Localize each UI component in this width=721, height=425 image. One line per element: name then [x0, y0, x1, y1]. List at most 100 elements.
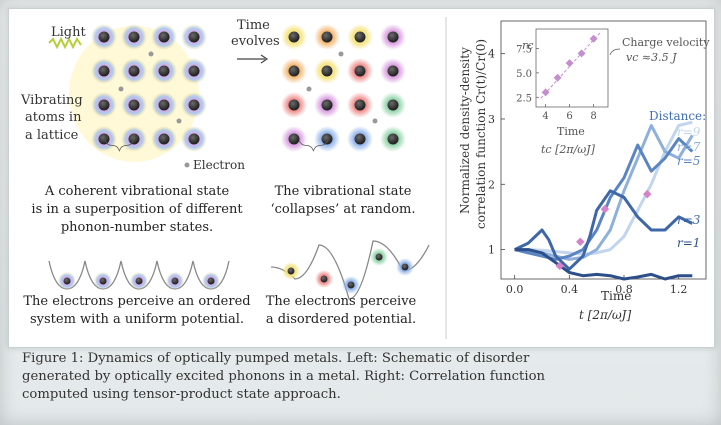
atom-core	[321, 133, 333, 145]
vibrating-label-3: a lattice	[25, 128, 79, 143]
figure-caption: Figure 1: Dynamics of optically pumped m…	[22, 350, 702, 404]
inset-chart: rc Time tc [2π/ωJ] Charge velocity vc ≈3…	[516, 28, 710, 156]
brace-right	[298, 139, 329, 152]
electron-core	[320, 275, 328, 283]
x-tick-label: 0.4	[561, 283, 579, 296]
caption-line-3: computed using tensor-product state appr…	[22, 387, 341, 402]
coherent-text-2: is in a superposition of different	[31, 202, 243, 217]
figure-panel: Light Vibrating atoms in a lattice Elect…	[8, 8, 715, 348]
y-tick-label: 3	[488, 113, 495, 126]
legend-label-r5: r=5	[677, 154, 700, 168]
atom-collapsed	[281, 126, 307, 152]
evolves-label: evolves	[231, 34, 280, 49]
inset-annotation-2: vc ≈3.5 J	[626, 51, 677, 64]
legend-label-r7: r=7	[677, 140, 701, 154]
atom-core	[98, 99, 110, 111]
x-tick-label: 0.0	[506, 283, 524, 296]
atom-coherent	[151, 58, 177, 84]
atom-coherent	[151, 126, 177, 152]
inset-frame	[535, 28, 609, 108]
legend-label-r3: r=3	[677, 213, 701, 227]
ordered-text-1: The electrons perceive an ordered	[23, 294, 250, 309]
atom-collapsed	[380, 92, 406, 118]
electron-core	[347, 281, 355, 289]
atom-coherent	[121, 126, 147, 152]
atom-core	[98, 31, 110, 43]
atom-core	[158, 65, 170, 77]
inset-y-tick-label: 5.0	[516, 69, 532, 80]
vibrating-label-2: atoms in	[25, 110, 82, 125]
electron-core	[171, 277, 179, 285]
atom-collapsed	[314, 58, 340, 84]
electron-core	[375, 253, 383, 261]
atom-coherent	[181, 58, 207, 84]
series-line-r3	[514, 189, 693, 271]
atom-core	[188, 65, 200, 77]
series-line-r9	[514, 120, 693, 256]
atom-core	[158, 99, 170, 111]
plot-frame	[500, 20, 707, 280]
inset-annotation-1: Charge velocity	[622, 36, 710, 49]
atom-core	[354, 31, 366, 43]
figure-svg: Light Vibrating atoms in a lattice Elect…	[20, 17, 710, 339]
velocity-marker	[555, 261, 565, 271]
atom-collapsed	[314, 92, 340, 118]
electron-dot	[338, 51, 344, 57]
coherent-lattice	[69, 24, 207, 162]
atom-core	[128, 65, 140, 77]
legend-title: Distance:	[649, 109, 706, 123]
electron-core	[99, 277, 107, 285]
time-arrow-icon	[237, 54, 269, 64]
electron-core	[401, 263, 409, 271]
electron-label: Electron	[193, 158, 245, 172]
atom-core	[128, 31, 140, 43]
light-wave-icon	[48, 36, 82, 50]
atom-coherent	[91, 58, 117, 84]
atom-collapsed	[314, 24, 340, 50]
atom-collapsed	[347, 92, 373, 118]
atom-core	[188, 31, 200, 43]
y-tick-label: 4	[488, 48, 495, 61]
atom-core	[321, 99, 333, 111]
y-tick-label: 1	[488, 244, 495, 257]
atom-core	[188, 133, 200, 145]
inset-x-tick-label: 8	[590, 111, 596, 122]
x-tick-label: 0.8	[615, 283, 633, 296]
caption-line-2: generated by optically excited phonons i…	[22, 369, 546, 384]
atom-core	[128, 99, 140, 111]
atom-collapsed	[281, 58, 307, 84]
atom-core	[354, 133, 366, 145]
atom-collapsed	[347, 24, 373, 50]
atom-core	[387, 99, 399, 111]
atom-core	[321, 31, 333, 43]
atom-core	[188, 99, 200, 111]
uniform-potential	[48, 260, 230, 290]
vibrating-label-1: Vibrating	[20, 93, 83, 108]
atom-collapsed	[380, 126, 406, 152]
collapse-text-2: ‘collapses’ at random.	[271, 202, 416, 217]
atom-core	[354, 99, 366, 111]
atom-coherent	[181, 24, 207, 50]
atom-coherent	[121, 58, 147, 84]
caption-line-1: Figure 1: Dynamics of optically pumped m…	[22, 351, 530, 366]
electron-core	[135, 277, 143, 285]
atom-core	[128, 133, 140, 145]
atom-collapsed	[314, 126, 340, 152]
coherent-text-3: phonon-number states.	[61, 220, 213, 235]
light-label: Light	[51, 25, 86, 40]
atom-core	[98, 65, 110, 77]
inset-x-unit: tc [2π/ωJ]	[541, 143, 596, 156]
x-tick-label: 1.2	[670, 283, 688, 296]
legend-label-r1: r=1	[677, 236, 700, 250]
x-axis-title: Time	[601, 289, 631, 303]
collapse-text-1: The vibrational state	[275, 184, 412, 199]
atom-core	[321, 65, 333, 77]
atom-core	[98, 133, 110, 145]
atom-core	[288, 133, 300, 145]
disordered-text-1: The electrons perceive	[266, 294, 417, 309]
atom-collapsed	[281, 24, 307, 50]
inset-annotation-arrow	[609, 48, 621, 56]
atom-core	[387, 31, 399, 43]
electron-dot	[176, 118, 182, 124]
x-axis-unit: t [2π/ωJ]	[579, 308, 631, 322]
